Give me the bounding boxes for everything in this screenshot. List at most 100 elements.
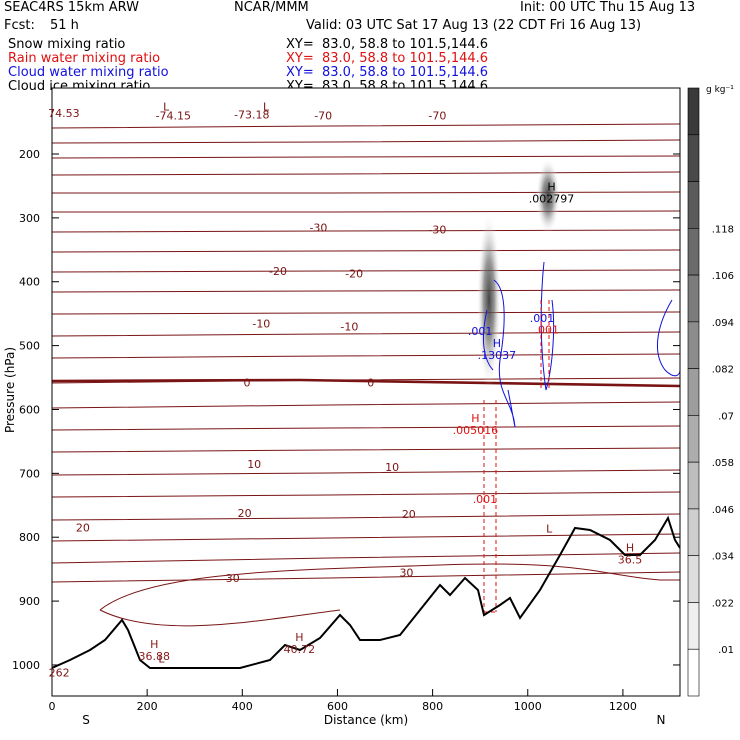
max-value: .002797 <box>529 193 575 206</box>
init-time: Init: 00 UTC Thu 15 Aug 13 <box>520 0 696 15</box>
contour-label: 20 <box>238 507 252 520</box>
contour-label: 30 <box>226 572 240 585</box>
contour-label: -10 <box>252 317 270 330</box>
colorbar-segment <box>687 181 700 229</box>
colorbar-segment <box>687 508 700 556</box>
contour-label: -73.18 <box>234 108 269 121</box>
field-cloud-water-label: Cloud water mixing ratio <box>8 65 169 80</box>
contour-label: -20 <box>269 265 287 278</box>
rain-contour-2 <box>540 300 550 390</box>
isotherm-line <box>52 289 680 293</box>
max-marker: H <box>471 412 479 425</box>
x-tick-label: 0 <box>49 700 56 713</box>
contour-label: 20 <box>76 522 90 535</box>
field-snow-xy: XY= 83.0, 58.8 to 101.5,144.6 <box>286 37 489 52</box>
field-rain-label: Rain water mixing ratio <box>8 51 161 66</box>
colorbar-tick-label: .046 <box>712 505 734 516</box>
colorbar-tick-label: .058 <box>712 458 734 469</box>
forecast-hour: 51 h <box>50 18 79 33</box>
isotherm-line <box>52 171 680 176</box>
plot-frame <box>51 87 681 697</box>
isotherm-line <box>52 571 680 583</box>
y-axis-title: Pressure (hPa) <box>3 347 17 433</box>
valid-time: Valid: 03 UTC Sat 17 Aug 13 (22 CDT Fri … <box>306 18 642 33</box>
colorbar-segment <box>687 368 700 416</box>
isotherm-line <box>52 155 680 159</box>
colorbar-tick-label: .07 <box>718 411 734 422</box>
rain-contour <box>483 400 497 613</box>
isotherm-closed-30 <box>99 563 680 627</box>
contour-label: L <box>163 101 170 114</box>
forecast-label: Fcst: <box>4 18 35 33</box>
colorbar-tick-label: .034 <box>712 552 734 563</box>
colorbar-tick-label: .106 <box>712 271 734 282</box>
y-tick-label: 1000 <box>12 659 40 672</box>
contour-label: -20 <box>345 267 363 280</box>
contour-label: -30 <box>428 223 446 236</box>
isotherm-line <box>52 210 680 213</box>
colorbar-segment <box>687 321 700 369</box>
x-tick-label: 600 <box>327 700 348 713</box>
colorbar-segment <box>687 648 700 697</box>
max-marker: H <box>547 181 555 194</box>
isotherm-line <box>52 447 680 453</box>
cloud-water-contour <box>482 279 516 428</box>
isotherm-line <box>52 401 680 409</box>
contour-label: -74.15 <box>156 110 191 123</box>
isotherm-line <box>52 331 680 337</box>
isotherm-line <box>52 191 680 194</box>
max-marker: H <box>295 631 303 644</box>
contour-label: 0 <box>367 377 374 390</box>
isotherm-line <box>52 533 680 542</box>
x-tick-label: 1200 <box>609 700 637 713</box>
y-tick-label: 900 <box>19 595 40 608</box>
isotherm-line <box>52 139 680 144</box>
colorbar-segment <box>687 87 700 136</box>
y-tick-label: 400 <box>19 276 40 289</box>
max-marker: H <box>150 638 158 651</box>
isotherm-line <box>52 269 680 273</box>
isotherm-line <box>52 123 680 129</box>
colorbar-segment <box>687 461 700 510</box>
axis-end-south: S <box>82 713 90 727</box>
colorbar-tick-label: .094 <box>712 318 734 329</box>
mixing-ratio-label: .001 <box>473 493 498 506</box>
isotherm-line <box>52 353 680 359</box>
y-tick-label: 600 <box>19 403 40 416</box>
cloud-water-contour-3 <box>656 299 680 377</box>
mixing-ratio-label: .001 <box>530 312 555 325</box>
contour-label: 30 <box>399 566 413 579</box>
terrain-min-label: 262 <box>49 667 70 680</box>
contour-label: 20 <box>402 508 416 521</box>
max-value: 36.88 <box>139 650 171 663</box>
contour-label: 74.53 <box>48 107 80 120</box>
snow-column-shading <box>477 212 501 388</box>
x-tick-label: 1000 <box>514 700 542 713</box>
y-tick-label: 300 <box>19 212 40 225</box>
contour-label: -70 <box>314 110 332 123</box>
axis-end-north: N <box>657 713 666 727</box>
max-marker: H <box>626 542 634 555</box>
colorbar-tick-label: .118 <box>712 224 734 235</box>
snow-cell-shading <box>536 158 560 234</box>
contour-label: -30 <box>309 221 327 234</box>
colorbar-segment <box>687 602 700 650</box>
field-cloud-water-xy: XY= 83.0, 58.8 to 101.5,144.6 <box>286 65 489 80</box>
colorbar-tick-label: .01 <box>718 645 734 656</box>
colorbar-segment <box>687 555 700 603</box>
colorbar-segment <box>687 228 700 276</box>
y-tick-label: 500 <box>19 340 40 353</box>
y-tick-label: 800 <box>19 531 40 544</box>
contour-label: 10 <box>247 458 261 471</box>
model-title: SEAC4RS 15km ARW <box>4 0 140 15</box>
contour-label: L <box>263 101 270 114</box>
colorbar-segment <box>687 274 700 323</box>
x-tick-label: 200 <box>137 700 158 713</box>
colorbar-unit: g kg⁻¹ <box>706 85 734 95</box>
field-rain-xy: XY= 83.0, 58.8 to 101.5,144.6 <box>286 51 489 66</box>
plot-background <box>52 88 680 696</box>
contour-label: -70 <box>428 110 446 123</box>
terrain-min-label: L <box>546 522 553 535</box>
colorbar-tick-label: .082 <box>712 365 734 376</box>
